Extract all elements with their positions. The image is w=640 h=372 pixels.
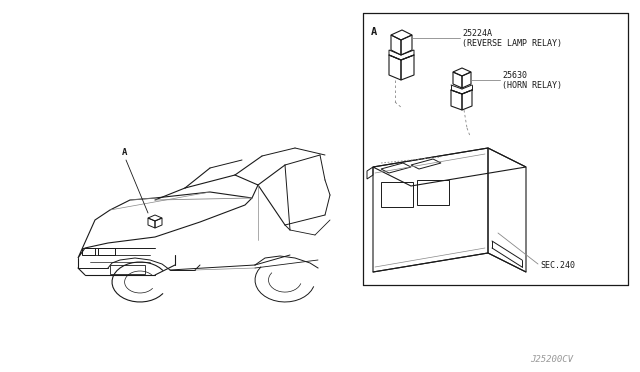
Text: 25224A: 25224A	[462, 29, 492, 38]
Text: A: A	[371, 27, 377, 37]
Text: (HORN RELAY): (HORN RELAY)	[502, 81, 562, 90]
Text: SEC.240: SEC.240	[540, 261, 575, 270]
Text: (REVERSE LAMP RELAY): (REVERSE LAMP RELAY)	[462, 39, 562, 48]
Text: A: A	[122, 148, 127, 157]
Text: J25200CV: J25200CV	[530, 355, 573, 364]
Text: 25630: 25630	[502, 71, 527, 80]
